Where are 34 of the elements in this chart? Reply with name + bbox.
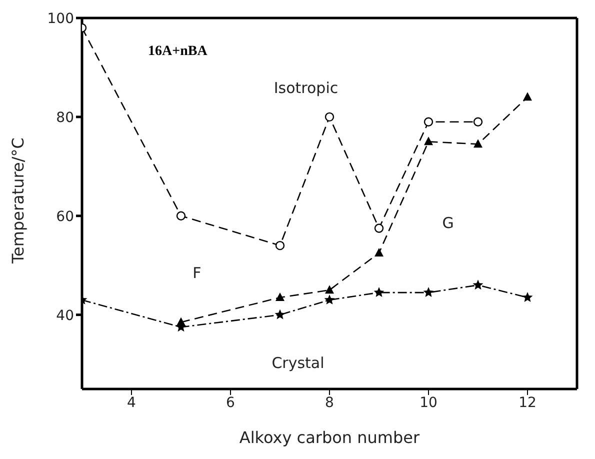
text: 16A+nBA (148, 44, 208, 60)
x-tick-label: 10 (420, 394, 438, 411)
point (424, 117, 434, 126)
point (473, 117, 483, 126)
y-tick-label: 100 (47, 10, 74, 27)
y-tick-label: 40 (56, 308, 74, 324)
x-tick-label: 8 (325, 394, 334, 411)
point (423, 287, 434, 297)
annotation: G (442, 214, 454, 232)
point (424, 136, 433, 146)
x-tick-label: 12 (518, 394, 536, 411)
annotation: F (192, 264, 202, 282)
x-tick-label: 4 (127, 394, 136, 411)
point (275, 240, 285, 250)
point (325, 285, 334, 294)
y-axis-title: Temperature/°C (8, 138, 28, 264)
y-tick-label: 60 (56, 208, 74, 225)
point (472, 280, 484, 290)
point (324, 112, 334, 122)
point (374, 248, 384, 256)
point (374, 224, 384, 233)
point (474, 139, 482, 148)
annotation: Crystal (272, 354, 324, 372)
point (176, 211, 186, 220)
annotation: Isotropic (274, 79, 338, 97)
point (324, 294, 335, 304)
point (523, 92, 532, 101)
point (274, 309, 286, 320)
x-axis-title: Alkoxy carbon number (239, 428, 420, 447)
x-tick-label: 6 (226, 394, 236, 411)
point (522, 292, 533, 302)
point (276, 292, 284, 301)
y-tick-label: 80 (56, 110, 74, 126)
point (374, 287, 384, 297)
